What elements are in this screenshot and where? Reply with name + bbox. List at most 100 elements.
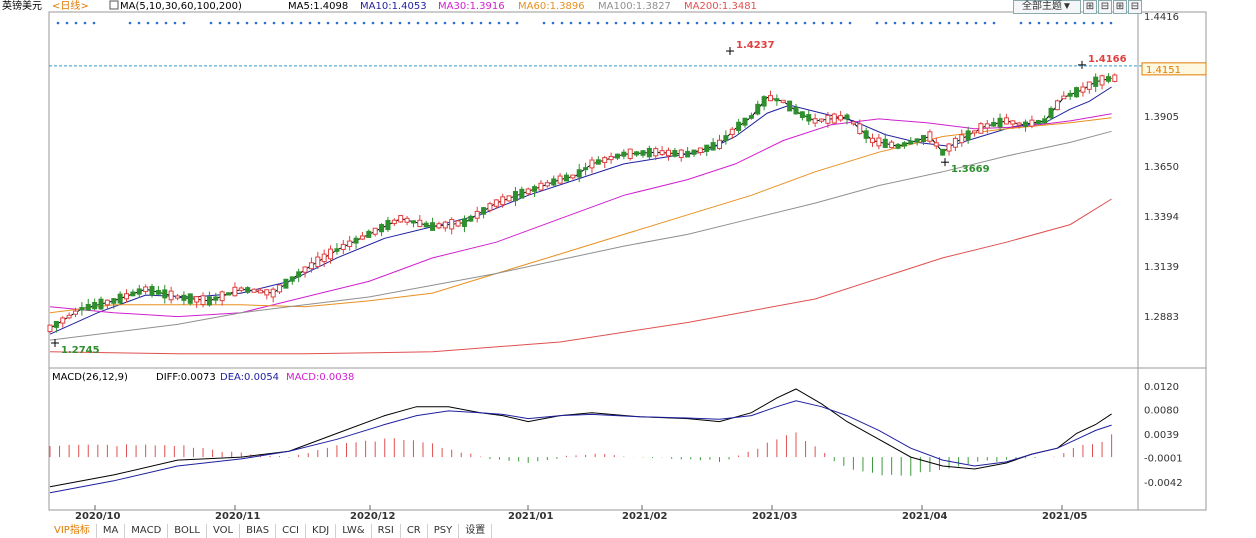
toolbar-icon-4[interactable]: ⊟ <box>1128 0 1142 14</box>
signal-dot <box>209 21 213 25</box>
candle-body <box>302 266 308 273</box>
candle-body <box>857 123 863 135</box>
candle-body <box>799 111 805 118</box>
signal-dot <box>623 21 627 25</box>
candle-body <box>168 290 174 301</box>
candle-body <box>1093 76 1099 87</box>
candle-body <box>379 224 385 233</box>
candle-body <box>436 223 442 229</box>
signal-dot <box>1100 21 1104 25</box>
indicator-tab-6[interactable]: CCI <box>276 524 307 538</box>
candle-body <box>219 291 225 302</box>
signal-dot <box>497 21 501 25</box>
candle-body <box>933 142 939 147</box>
diff-line <box>49 388 1112 488</box>
indicator-tab-7[interactable]: KDJ <box>306 524 337 538</box>
symbol-title: 英镑美元 <box>2 0 42 12</box>
macd-tick-label: 0.0039 <box>1144 430 1179 441</box>
candle-body <box>997 117 1003 128</box>
current-price-label: 1.4151 <box>1146 65 1181 76</box>
indicator-tab-11[interactable]: PSY <box>428 524 460 538</box>
ma-param-label: MA(5,10,30,60,100,200) <box>120 1 242 12</box>
candle-body <box>774 98 780 102</box>
signal-dot <box>830 21 834 25</box>
candle-body <box>353 237 359 244</box>
indicator-tab-2[interactable]: MACD <box>125 524 169 538</box>
signal-dot <box>938 21 942 25</box>
indicator-tab-4[interactable]: VOL <box>207 524 241 538</box>
candle-body <box>430 222 436 231</box>
signal-dot <box>632 21 636 25</box>
candle-body <box>627 148 633 159</box>
toolbar-icon-2[interactable]: ⊟ <box>1098 0 1112 14</box>
ma-value-ma30: MA30:1.3916 <box>438 1 505 12</box>
price-tick-label: 1.3905 <box>1144 112 1179 123</box>
candle-body <box>621 151 627 157</box>
signal-dot <box>1019 21 1023 25</box>
candle-body <box>53 320 59 328</box>
indicator-tab-1[interactable]: MA <box>97 524 126 538</box>
candle-body <box>551 178 557 186</box>
signal-dot <box>560 21 564 25</box>
indicator-tab-8[interactable]: LW& <box>336 524 372 538</box>
signal-dot <box>425 21 429 25</box>
signal-dot <box>794 21 798 25</box>
candle-body <box>646 147 652 158</box>
candle-body <box>334 248 340 252</box>
period-label: <日线> <box>52 0 89 12</box>
candle-body <box>289 276 295 282</box>
signal-dot <box>920 21 924 25</box>
candle-body <box>532 186 538 192</box>
candle-body <box>200 295 206 306</box>
signal-dot <box>1055 21 1059 25</box>
indicator-tab-3[interactable]: BOLL <box>168 524 207 538</box>
candle-body <box>831 113 837 124</box>
signal-dot <box>542 21 546 25</box>
candle-body <box>85 303 91 311</box>
line-ma30 <box>49 113 1112 318</box>
candle-body <box>423 222 429 228</box>
candle-body <box>111 298 117 304</box>
signal-dot <box>488 21 492 25</box>
signal-dot <box>1091 21 1095 25</box>
indicator-tab-10[interactable]: CR <box>401 524 428 538</box>
indicator-tab-5[interactable]: BIAS <box>240 524 277 538</box>
candle-body <box>659 150 665 156</box>
candle-body <box>653 148 659 157</box>
candle-body <box>965 130 971 141</box>
candle-body <box>1086 81 1092 90</box>
signal-dot <box>722 21 726 25</box>
signal-dot <box>506 21 510 25</box>
signal-dot <box>1073 21 1077 25</box>
candle-body <box>175 295 181 299</box>
indicator-tab-0[interactable]: VIP指标 <box>48 524 97 538</box>
candle-body <box>232 286 238 297</box>
candle-body <box>283 278 289 289</box>
signal-dot <box>371 21 375 25</box>
candle-body <box>946 143 952 152</box>
signal-dot <box>263 21 267 25</box>
candle-body <box>481 207 487 215</box>
candle-body <box>1105 76 1111 82</box>
toolbar-icon-1[interactable]: ⊞ <box>1083 0 1097 14</box>
indicator-tab-9[interactable]: RSI <box>372 524 401 538</box>
candle-body <box>640 150 646 156</box>
signal-dot <box>461 21 465 25</box>
signal-dot <box>1082 21 1086 25</box>
signal-dot <box>929 21 933 25</box>
x-tick-label: 2021/04 <box>902 511 947 522</box>
signal-dot <box>353 21 357 25</box>
price-panel-frame <box>48 11 1207 369</box>
candle-body <box>1016 122 1022 126</box>
signal-dot <box>713 21 717 25</box>
signal-dot <box>362 21 366 25</box>
theme-dropdown-button[interactable]: 全部主题▼ <box>1013 0 1081 14</box>
signal-dot <box>668 21 672 25</box>
signal-dot <box>218 21 222 25</box>
signal-dot <box>911 21 915 25</box>
indicator-tab-12[interactable]: 设置 <box>459 524 493 538</box>
candle-body <box>825 114 831 124</box>
candle-body <box>181 294 187 301</box>
toolbar-icon-3[interactable]: ⊞ <box>1113 0 1127 14</box>
candle-body <box>257 289 263 294</box>
